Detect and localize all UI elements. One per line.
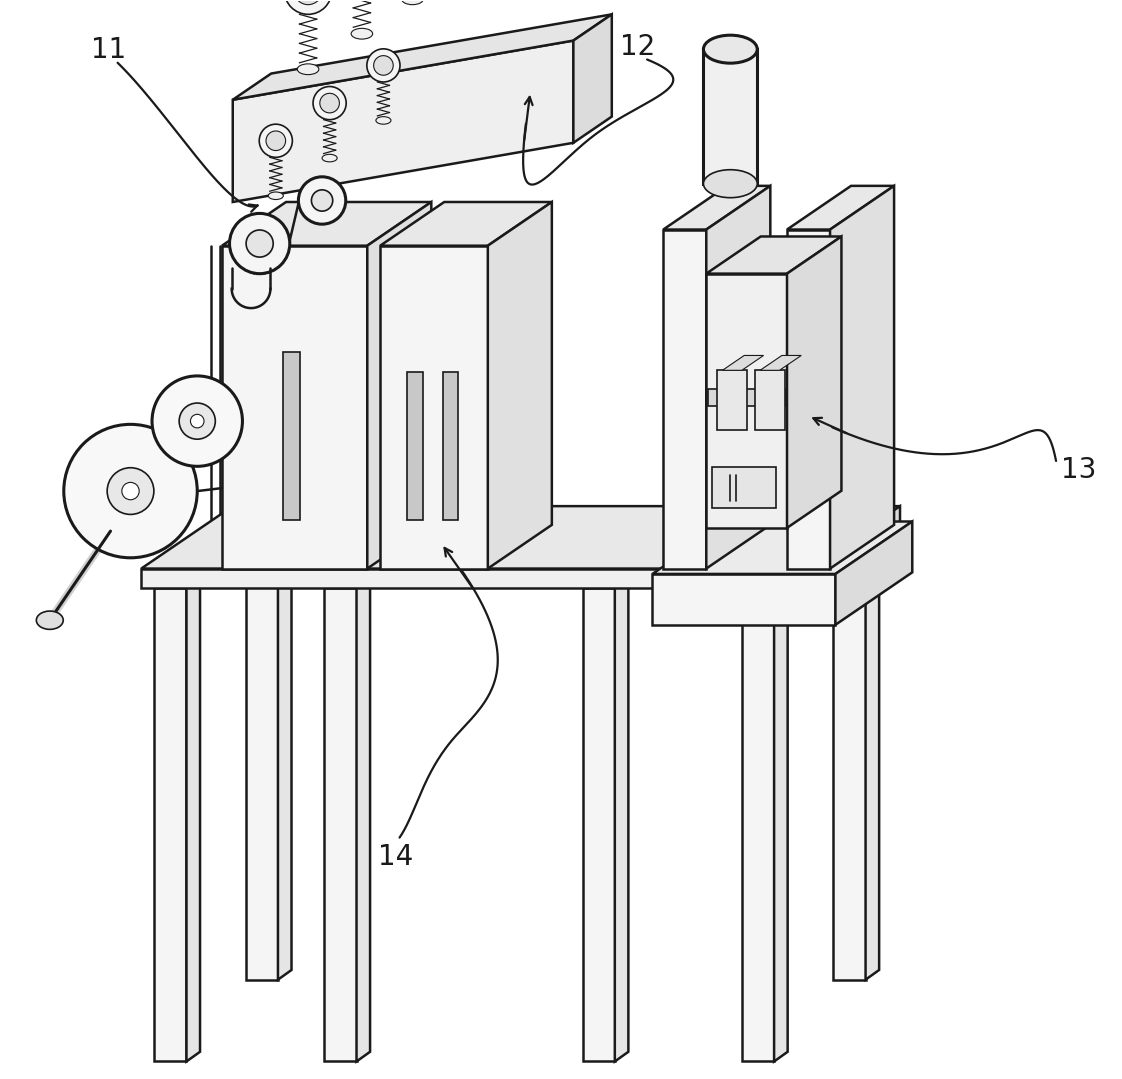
Polygon shape xyxy=(711,466,776,507)
Polygon shape xyxy=(222,202,431,246)
Circle shape xyxy=(367,49,401,82)
Polygon shape xyxy=(186,578,200,1062)
Ellipse shape xyxy=(322,154,337,162)
Circle shape xyxy=(266,131,286,151)
Polygon shape xyxy=(755,370,785,429)
Polygon shape xyxy=(246,506,278,980)
Text: 12: 12 xyxy=(620,32,655,60)
Polygon shape xyxy=(774,578,788,1062)
Polygon shape xyxy=(706,274,787,528)
Polygon shape xyxy=(232,41,573,202)
Polygon shape xyxy=(717,370,747,429)
Circle shape xyxy=(191,414,204,428)
Polygon shape xyxy=(836,521,912,625)
Circle shape xyxy=(312,190,333,211)
Circle shape xyxy=(122,482,139,500)
Circle shape xyxy=(64,424,197,558)
Text: 11: 11 xyxy=(91,36,126,64)
Circle shape xyxy=(298,177,346,224)
Polygon shape xyxy=(865,496,880,980)
Polygon shape xyxy=(154,588,186,1062)
Polygon shape xyxy=(324,588,357,1062)
Polygon shape xyxy=(407,372,423,520)
Circle shape xyxy=(320,93,340,113)
Ellipse shape xyxy=(703,36,757,64)
Polygon shape xyxy=(706,186,771,569)
Ellipse shape xyxy=(36,611,63,629)
Polygon shape xyxy=(380,246,488,569)
Polygon shape xyxy=(278,496,292,980)
Ellipse shape xyxy=(376,117,390,124)
Ellipse shape xyxy=(297,64,319,74)
Polygon shape xyxy=(615,578,628,1062)
Polygon shape xyxy=(442,372,458,520)
Circle shape xyxy=(230,214,289,274)
Ellipse shape xyxy=(268,192,284,200)
Circle shape xyxy=(108,467,154,515)
Polygon shape xyxy=(141,506,900,569)
Polygon shape xyxy=(380,202,552,246)
Ellipse shape xyxy=(703,169,757,197)
Circle shape xyxy=(313,86,347,120)
Circle shape xyxy=(284,0,332,14)
Polygon shape xyxy=(830,186,894,569)
Polygon shape xyxy=(283,352,301,520)
Ellipse shape xyxy=(402,0,423,4)
Polygon shape xyxy=(573,14,611,142)
Polygon shape xyxy=(653,574,836,625)
Circle shape xyxy=(294,0,322,4)
Polygon shape xyxy=(787,186,894,230)
Circle shape xyxy=(374,56,393,76)
Polygon shape xyxy=(706,236,842,274)
Polygon shape xyxy=(834,506,865,980)
Circle shape xyxy=(259,124,293,158)
Polygon shape xyxy=(809,506,900,588)
Polygon shape xyxy=(787,230,830,569)
Text: 14: 14 xyxy=(378,843,413,871)
Polygon shape xyxy=(222,246,367,569)
Polygon shape xyxy=(787,236,842,528)
Circle shape xyxy=(180,404,215,439)
Polygon shape xyxy=(663,230,706,569)
Ellipse shape xyxy=(351,28,373,39)
Polygon shape xyxy=(708,388,785,406)
Polygon shape xyxy=(723,355,764,370)
Circle shape xyxy=(153,375,242,466)
Polygon shape xyxy=(742,588,774,1062)
Polygon shape xyxy=(760,355,801,370)
Polygon shape xyxy=(367,202,431,569)
Polygon shape xyxy=(663,186,771,230)
Polygon shape xyxy=(141,569,809,588)
Polygon shape xyxy=(488,202,552,569)
Polygon shape xyxy=(653,521,912,574)
Polygon shape xyxy=(357,578,370,1062)
Circle shape xyxy=(246,230,274,257)
Polygon shape xyxy=(232,14,611,99)
Polygon shape xyxy=(582,588,615,1062)
Polygon shape xyxy=(703,50,757,183)
Text: 13: 13 xyxy=(1061,455,1097,483)
